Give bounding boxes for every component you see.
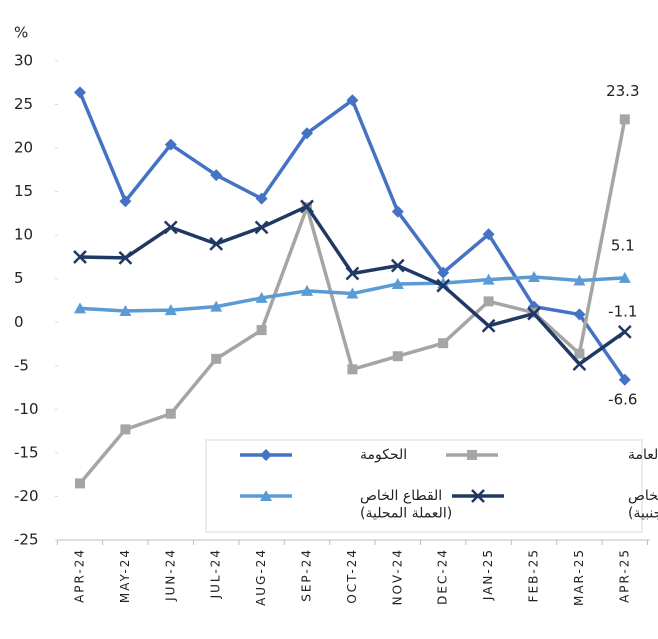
x-tick-label: OCT-24 [345, 548, 359, 604]
point [300, 199, 314, 214]
y-tick-label: 15 [14, 182, 33, 200]
point [120, 424, 131, 435]
point [390, 258, 405, 273]
y-tick-label: 5 [14, 269, 24, 287]
point [528, 270, 540, 282]
legend-label: القطاع الخاص (العملة المحلية) [360, 488, 452, 522]
point [437, 266, 450, 279]
y-tick-label: 25 [14, 95, 33, 113]
x-tick-label: JAN-25 [481, 548, 495, 601]
point [482, 273, 495, 285]
point [392, 351, 403, 362]
x-tick-label: MAR-25 [572, 548, 586, 606]
point [254, 220, 269, 235]
point [482, 228, 495, 241]
x-tick-label: APR-24 [73, 548, 87, 603]
y-tick-label: -15 [14, 443, 39, 461]
y-tick-label: -25 [14, 531, 39, 549]
x-tick-label: AUG-24 [254, 548, 268, 606]
point [347, 364, 358, 375]
point [118, 250, 133, 265]
y-axis-label: % [14, 24, 28, 42]
point [346, 94, 359, 107]
x-tick-label: JUL-24 [209, 548, 223, 599]
point [573, 274, 586, 286]
x-tick-label: SEP-24 [300, 548, 314, 602]
point [260, 449, 272, 461]
series [74, 86, 631, 386]
point [617, 324, 632, 339]
point [301, 127, 313, 140]
data-label: 23.3 [606, 82, 639, 100]
point [572, 357, 587, 371]
y-tick-label: -20 [14, 487, 39, 505]
y-tick-label: 20 [14, 139, 33, 157]
series [73, 199, 632, 371]
point [618, 271, 631, 283]
point [75, 478, 85, 489]
legend-label: القطاع الخاص(العملات الأجنبية) [628, 488, 658, 522]
x-tick-label: DEC-24 [436, 548, 450, 605]
y-tick-label: 30 [14, 52, 33, 70]
point [164, 304, 177, 316]
point [618, 373, 631, 386]
x-tick-label: FEB-25 [527, 548, 541, 602]
point [260, 490, 272, 501]
point [74, 86, 86, 99]
legend: الحكومة المؤسسات العامة القطاع الخاص(العمل… [205, 439, 658, 533]
point [210, 169, 223, 182]
data-label: -1.1 [608, 302, 637, 320]
point [163, 220, 178, 235]
point [119, 195, 132, 208]
point [301, 284, 313, 296]
x-tick-label: NOV-24 [390, 548, 404, 605]
point [391, 205, 404, 218]
x-tick-label: APR-25 [617, 548, 631, 603]
point [346, 287, 359, 299]
point [211, 353, 222, 364]
point [574, 348, 585, 359]
x-tick-label: MAY-24 [118, 548, 132, 603]
point [436, 278, 451, 293]
y-tick-label: 10 [14, 226, 33, 244]
point [255, 291, 268, 303]
point [619, 114, 630, 125]
point [74, 302, 86, 314]
data-label: -6.6 [608, 390, 637, 408]
point [438, 338, 449, 349]
point [255, 192, 268, 205]
point [481, 318, 496, 333]
y-tick-label: -5 [14, 356, 29, 374]
point [209, 237, 224, 251]
point [165, 408, 176, 419]
point [483, 296, 494, 307]
point [391, 277, 404, 289]
point [119, 304, 132, 316]
point [210, 300, 223, 312]
y-tick-label: -10 [14, 400, 39, 418]
y-tick-label: 0 [14, 313, 24, 331]
x-tick-label: JUN-24 [163, 548, 177, 602]
point [345, 266, 360, 281]
point [471, 489, 485, 503]
point [467, 450, 477, 460]
point [573, 308, 586, 321]
legend-label: الحكومة [360, 447, 407, 463]
data-label: 5.1 [611, 236, 635, 254]
legend-label: المؤسسات العامة [628, 447, 658, 463]
point [527, 306, 541, 321]
point [256, 325, 267, 336]
series [74, 270, 631, 316]
point [164, 138, 177, 151]
point [73, 250, 87, 264]
